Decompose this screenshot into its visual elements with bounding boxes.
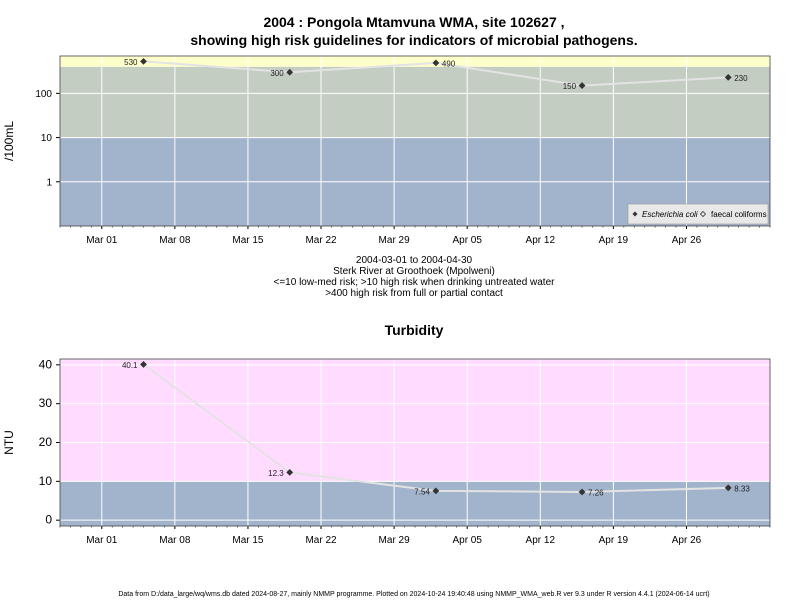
footer-note: Data from D:/data_large/wq/wms.db dated … (118, 591, 709, 598)
data-point (724, 484, 732, 492)
data-point (140, 57, 147, 65)
data-point (286, 469, 294, 476)
y-axis-label: /100mL (2, 121, 16, 161)
ecoli-panel: Mar 01 Mar 08 Mar 15 Mar 22 Mar 29 Apr 05 Apr … (2, 55, 771, 246)
x-tick-label: Mar 01 (86, 535, 118, 546)
legend-entry: faecal coliforms (711, 210, 767, 219)
y-axis-label: NTU (2, 430, 16, 455)
data-point (578, 82, 586, 89)
data-label: 230 (734, 74, 748, 83)
legend-box (627, 203, 769, 225)
x-tick-label: Mar 08 (159, 535, 191, 546)
x-tick-label: Mar 29 (379, 535, 411, 546)
y-tick-label: 0 (45, 513, 52, 527)
data-label: 8.33 (734, 484, 750, 493)
x-tick-label: Mar 08 (159, 235, 191, 246)
x-tick-label: Mar 29 (379, 235, 411, 246)
data-point (578, 488, 586, 496)
x-tick-label: Apr 05 (452, 535, 482, 546)
caption-date-range: 2004-03-01 to 2004-04-30 (356, 255, 473, 266)
data-label: 7.26 (588, 488, 604, 497)
data-label: 7.54 (414, 487, 430, 496)
chart-title-line-1: 2004 : Pongola Mtamvuna WMA, site 102627… (263, 14, 564, 30)
data-point (432, 59, 440, 67)
data-label: 300 (270, 69, 284, 78)
data-label: 150 (563, 82, 577, 91)
x-tick-label: Apr 12 (526, 535, 556, 546)
data-point (724, 73, 732, 81)
turbidity-panel: Mar 01 Mar 08 Mar 15 Mar 22 Mar 29 Apr 05 Apr … (2, 322, 771, 546)
y-tick-label: 100 (35, 89, 52, 100)
chart-title-line-2: showing high risk guidelines for indicat… (190, 32, 637, 48)
x-tick-label: Apr 19 (599, 235, 629, 246)
x-tick-label: Mar 15 (232, 235, 264, 246)
y-tick-label: 30 (39, 396, 53, 410)
legend-marker-open (699, 210, 707, 218)
x-tick-label: Mar 15 (232, 535, 264, 546)
x-tick-label: Mar 22 (305, 535, 337, 546)
caption-site-name: Sterk River at Groothoek (Mpolweni) (333, 266, 495, 277)
plot-frame (59, 358, 771, 527)
x-tick-label: Apr 05 (452, 235, 482, 246)
plot-frame (59, 55, 771, 227)
data-point (140, 361, 147, 368)
x-tick-label: Apr 26 (672, 535, 702, 546)
y-tick-label: 40 (39, 357, 53, 371)
risk-band-1 (60, 359, 770, 482)
data-label: 490 (442, 59, 456, 68)
data-label: 12.3 (268, 469, 284, 478)
caption-drinking-risk: <=10 low-med risk; >10 high risk when dr… (274, 277, 556, 288)
x-tick-label: Mar 22 (305, 235, 337, 246)
y-tick-label: 10 (41, 133, 53, 144)
legend-entry: Escherichia coli (642, 210, 698, 219)
panel-title: Turbidity (385, 322, 444, 338)
x-tick-label: Apr 19 (599, 535, 629, 546)
y-tick-label: 1 (46, 177, 52, 188)
x-tick-label: Mar 01 (86, 235, 118, 246)
caption-contact-risk: >400 high risk from full or partial cont… (325, 288, 503, 299)
x-tick-label: Apr 26 (672, 235, 702, 246)
data-label: 530 (124, 58, 138, 67)
data-label: 40.1 (122, 361, 138, 370)
y-tick-label: 20 (39, 435, 53, 449)
legend-marker-filled (632, 211, 638, 217)
x-tick-label: Apr 12 (526, 235, 556, 246)
data-point (432, 487, 440, 495)
risk-band-1 (60, 66, 770, 138)
y-tick-label: 10 (39, 474, 53, 488)
risk-band-2 (60, 56, 770, 67)
data-point (286, 68, 294, 76)
